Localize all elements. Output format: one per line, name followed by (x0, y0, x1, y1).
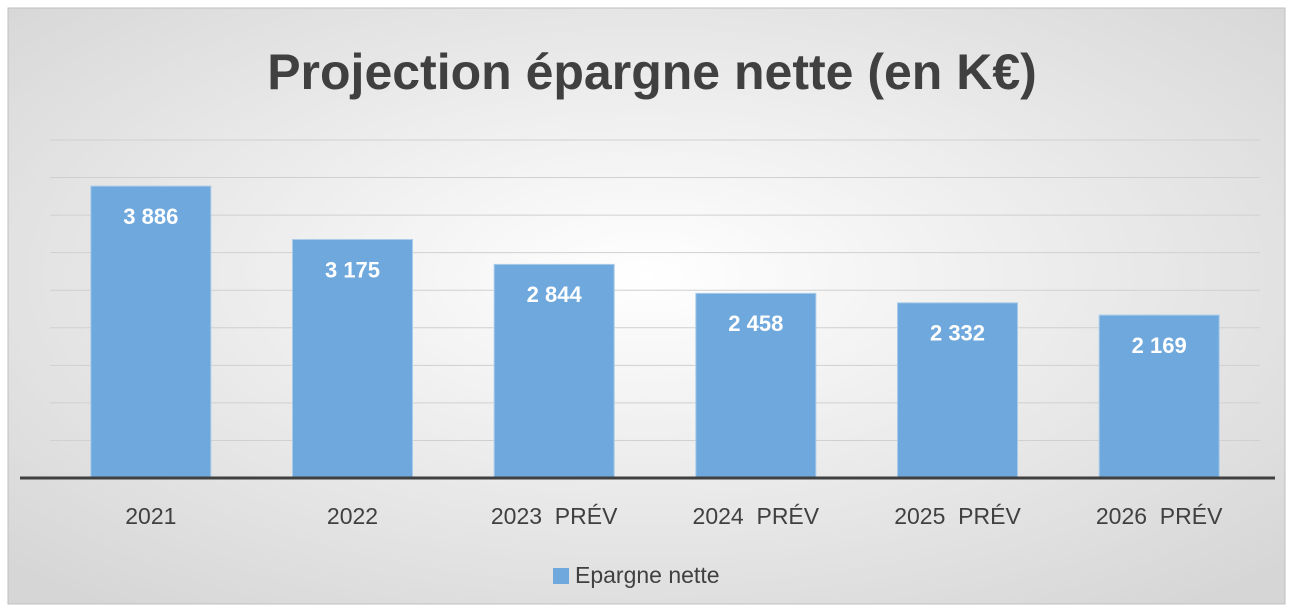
data-label: 3 175 (325, 257, 380, 282)
data-label: 2 458 (728, 311, 783, 336)
chart-title: Projection épargne nette (en K€) (267, 44, 1037, 100)
data-label: 2 169 (1132, 333, 1187, 358)
chart-background (7, 7, 1286, 605)
bar (897, 302, 1018, 479)
legend-swatch (553, 568, 569, 584)
bar (1098, 314, 1220, 479)
x-tick-label: 2025 PRÉV (894, 503, 1021, 529)
x-tick-label: 2026 PRÉV (1096, 503, 1223, 529)
x-tick-label: 2021 (125, 503, 176, 529)
data-label: 2 844 (527, 282, 583, 307)
x-tick-label: 2024 PRÉV (693, 503, 820, 529)
data-label: 2 332 (930, 321, 985, 346)
x-tick-label: 2022 (327, 503, 378, 529)
x-tick-label: 2023 PRÉV (491, 503, 618, 529)
legend-label: Epargne nette (575, 562, 720, 588)
bar (695, 292, 817, 479)
bar (90, 185, 212, 479)
data-label: 3 886 (123, 204, 178, 229)
bar (292, 239, 413, 479)
